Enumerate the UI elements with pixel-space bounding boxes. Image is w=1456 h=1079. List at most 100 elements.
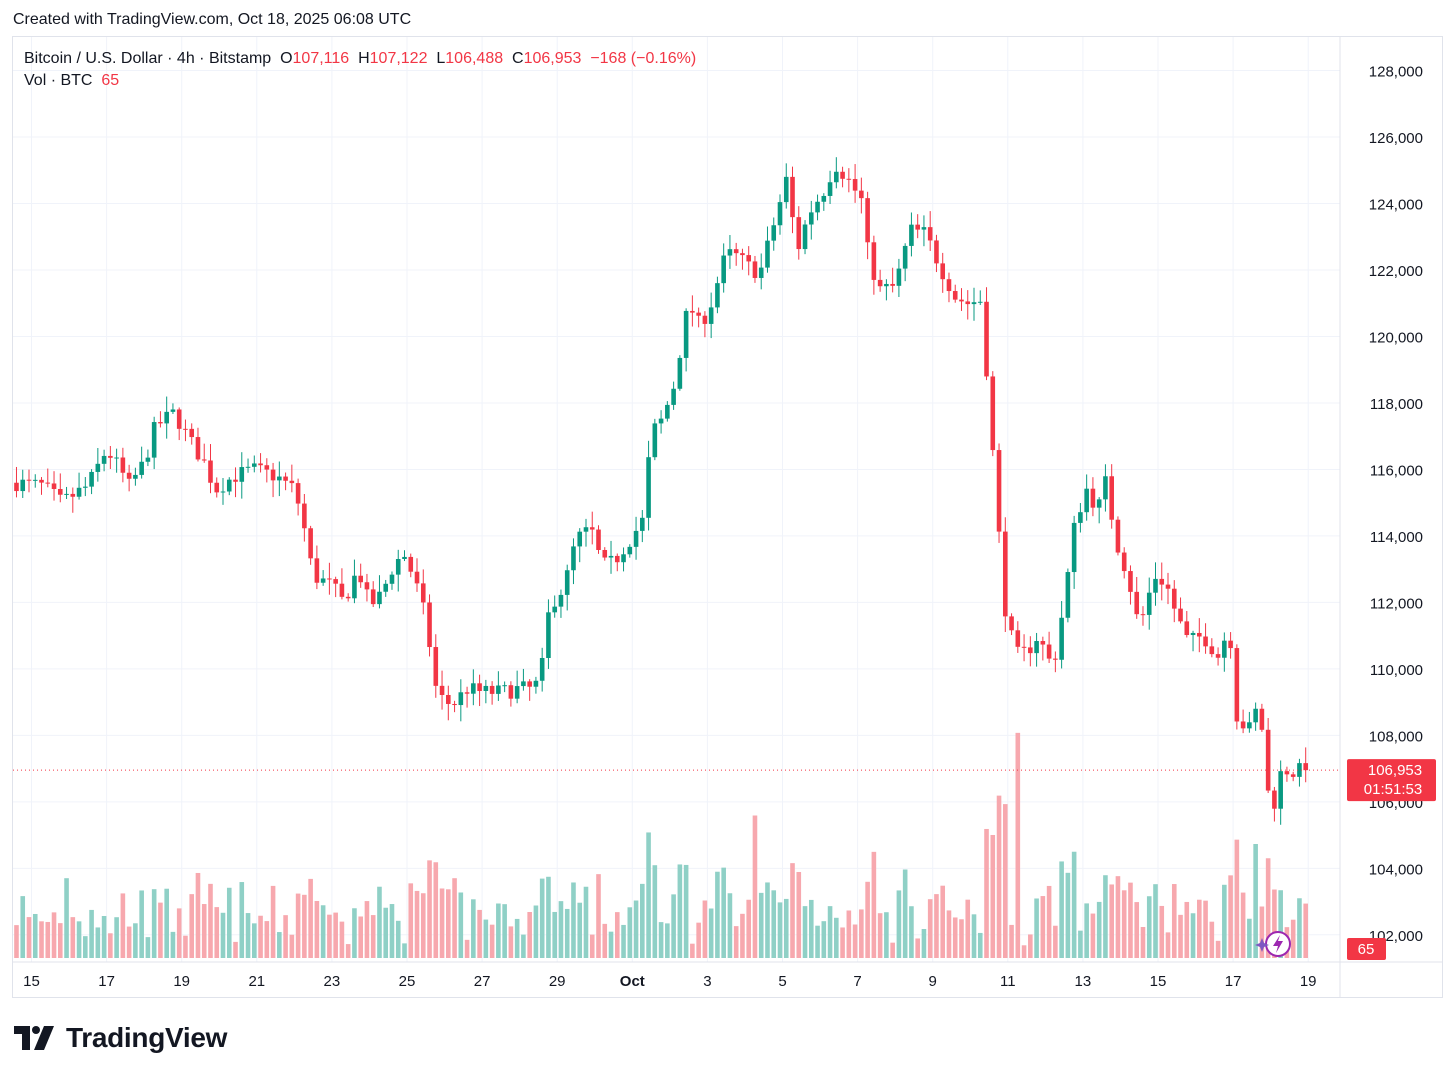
volume-bar [1240,892,1246,958]
candle-body [671,388,676,405]
tradingview-logo[interactable]: TradingView [14,1022,227,1054]
candle-body [402,556,407,559]
volume-bar [627,907,633,958]
volume-bar [1134,902,1140,958]
candle-body [783,176,789,203]
candle-body [201,459,207,461]
time-tick-label: 27 [474,973,491,990]
candle-body [458,692,464,706]
close-value: 106,953 [523,50,582,67]
volume-bar [364,901,370,958]
price-tick-label: 126,000 [1369,130,1423,147]
volume-bar [708,908,714,958]
volume-bar [1071,851,1077,958]
tradingview-logo-text: TradingView [66,1022,228,1053]
candle-body [120,457,126,473]
candle-body [852,179,858,191]
volume-bar [95,927,101,958]
volume-bar [884,912,889,958]
volume-bar [464,939,470,958]
candle-body [771,225,777,241]
last-price-badge: 106,953 01:51:53 [1347,759,1436,802]
price-tick-label: 120,000 [1369,329,1423,346]
volume-bar [358,916,363,958]
candle-body [865,198,870,243]
price-chart[interactable]: 102,000104,000106,000108,000110,000112,0… [0,0,1456,1000]
time-axis[interactable]: 15 17 19 21 23 25 27 29 Oct 3 5 7 9 11 13 15 17 19 [23,973,1316,990]
candle-body [614,555,620,563]
candle-body [333,579,338,584]
volume-bar [946,910,952,958]
volume-bar [815,925,820,958]
candle-body [57,488,63,495]
candle-body [101,455,107,464]
volume-bar [251,923,257,958]
candle-body [32,479,38,481]
volume-bar [521,934,526,958]
volume-bar [239,882,245,958]
volume-bar [1121,890,1127,958]
volume-bar [621,924,626,958]
candle-body [245,466,251,468]
candle-body [364,582,370,590]
candle-body [1171,588,1177,609]
candle-body [884,283,889,287]
candle-body [439,685,445,695]
volume-row: Vol · BTC 65 [24,70,696,92]
volume-bar [26,917,32,958]
candle-body [815,201,820,213]
volume-bar [402,943,407,958]
candle-body [1059,617,1064,660]
volume-bar [89,909,94,958]
candle-body [602,549,608,558]
volume-bar [320,905,326,958]
price-tick-label: 122,000 [1369,263,1423,280]
candle-body [1190,632,1196,636]
volume-bar [727,893,733,958]
open-value: 107,116 [292,50,350,67]
time-tick-label: 13 [1075,973,1092,990]
candle-body [452,703,457,706]
candle-body [295,483,301,504]
candle-body [909,224,914,246]
volume-bar [195,872,201,958]
volume-bar [896,890,902,958]
volume-bar [427,860,432,958]
volume-bar [20,896,26,958]
candle-body [1290,774,1296,777]
candle-body [959,299,964,302]
candle-body [965,301,971,305]
volume-bar [640,883,645,958]
time-tick-label: 15 [1150,973,1167,990]
candle-body [777,202,783,226]
candle-body [1078,512,1083,523]
volume-bar [808,899,814,958]
volume-bar [583,886,589,958]
candle-body [20,479,26,492]
candle-body [339,583,345,597]
last-price-label: 106,953 [1368,762,1422,779]
volume-bar [665,923,670,958]
candle-body [139,461,144,475]
volume-bar [1222,884,1227,958]
volume-bar [452,878,457,958]
lightning-icon[interactable] [1255,931,1291,957]
candle-body [170,409,176,412]
price-axis[interactable]: 102,000104,000106,000108,000110,000112,0… [1369,64,1423,945]
volume-bar [840,927,845,958]
volume-bar [871,851,877,958]
tradingview-logo-icon [14,1026,54,1050]
candle-body [258,463,263,466]
candle-body [1209,646,1215,655]
volume-bar [777,902,783,958]
volume-bar [151,889,157,958]
volume-bar [740,913,745,958]
volume-bar [990,834,996,958]
candle-body [1134,591,1140,615]
volume-bar [83,936,88,958]
candle-body [640,517,645,531]
candle-body [1240,721,1246,729]
candle-body [502,685,507,687]
volume-bar [45,921,51,958]
volume-bar [552,911,557,958]
